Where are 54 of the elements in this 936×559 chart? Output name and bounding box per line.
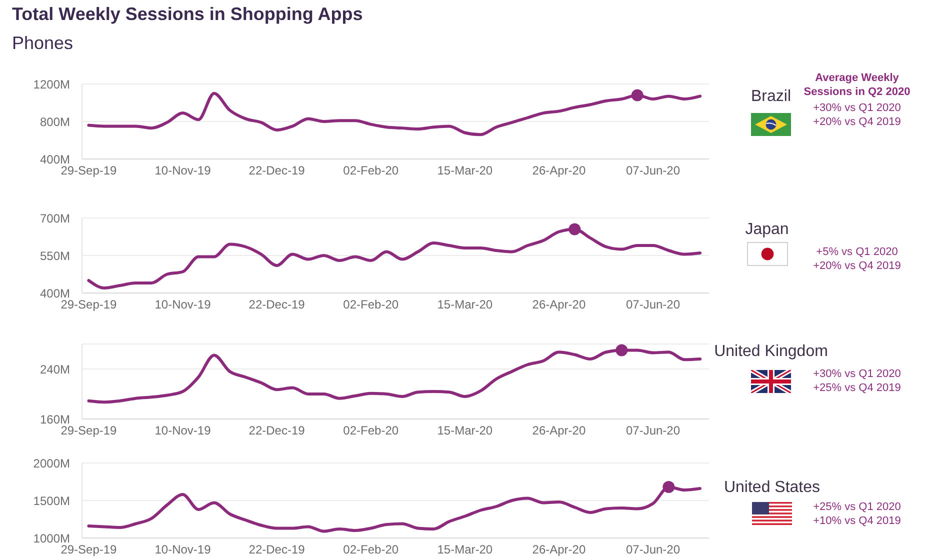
x-tick-label: 29-Sep-19 xyxy=(60,424,118,438)
text: +25% vs Q1 2020 xyxy=(812,500,902,514)
x-tick-label: 15-Mar-20 xyxy=(437,164,493,178)
y-tick-label: 1200M xyxy=(33,77,70,92)
y-tick-label: 700M xyxy=(40,211,70,226)
series-label: United Kingdom xyxy=(713,342,829,362)
y-tick-label: 400M xyxy=(40,152,70,166)
x-tick-label: 29-Sep-19 xyxy=(60,164,118,178)
x-tick-label: 02-Feb-20 xyxy=(343,298,399,312)
x-tick-label: 10-Nov-19 xyxy=(154,298,212,312)
text: +20% vs Q4 2019 xyxy=(812,259,902,273)
y-tick-label: 550M xyxy=(40,248,70,263)
x-tick-label: 07-Jun-20 xyxy=(626,164,680,178)
x-tick-label: 10-Nov-19 xyxy=(154,164,212,178)
chart-subtitle: Phones xyxy=(12,33,74,54)
text: +30% vs Q1 2020 xyxy=(812,101,902,115)
text: Average Weekly Sessions in Q2 2020 xyxy=(802,71,912,99)
text: +30% vs Q1 2020 xyxy=(812,367,902,381)
y-tick-label: 1500M xyxy=(33,494,70,508)
x-tick-label: 02-Feb-20 xyxy=(343,542,399,557)
x-tick-label: 26-Apr-20 xyxy=(532,298,586,312)
x-tick-label: 02-Feb-20 xyxy=(343,424,399,438)
y-tick-label: 160M xyxy=(40,412,70,426)
y-tick-label: 800M xyxy=(40,114,70,129)
x-tick-label: 15-Mar-20 xyxy=(437,424,493,438)
x-tick-label: 22-Dec-19 xyxy=(248,298,306,312)
chart-title: Total Weekly Sessions in Shopping Apps xyxy=(12,4,363,25)
text: +25% vs Q4 2019 xyxy=(812,381,902,395)
x-tick-label: 15-Mar-20 xyxy=(437,542,493,557)
x-tick-label: 22-Dec-19 xyxy=(248,164,306,178)
x-tick-label: 26-Apr-20 xyxy=(532,542,586,557)
x-tick-label: 15-Mar-20 xyxy=(437,298,493,312)
text: Brazil xyxy=(750,88,791,105)
x-tick-label: 10-Nov-19 xyxy=(154,424,212,438)
x-tick-label: 07-Jun-20 xyxy=(626,298,680,312)
x-tick-label: 07-Jun-20 xyxy=(626,424,680,438)
x-tick-label: 29-Sep-19 xyxy=(60,542,118,557)
y-tick-label: 240M xyxy=(40,362,70,376)
x-tick-label: 22-Dec-19 xyxy=(248,542,306,557)
x-tick-label: 22-Dec-19 xyxy=(248,424,306,438)
series-label: United States xyxy=(722,478,822,498)
text: Japan xyxy=(744,220,790,240)
x-tick-label: 07-Jun-20 xyxy=(626,542,680,557)
x-tick-label: 10-Nov-19 xyxy=(154,542,212,557)
text: +20% vs Q4 2019 xyxy=(812,115,902,129)
text: +10% vs Q4 2019 xyxy=(812,514,902,528)
y-tick-label: 1000M xyxy=(33,531,70,546)
y-tick-label: 400M xyxy=(40,286,70,300)
text: +5% vs Q1 2020 xyxy=(815,245,899,259)
x-tick-label: 26-Apr-20 xyxy=(532,424,586,438)
x-tick-label: 02-Feb-20 xyxy=(343,164,399,178)
x-tick-label: 26-Apr-20 xyxy=(532,164,586,178)
y-tick-label: 2000M xyxy=(33,456,70,470)
x-tick-label: 29-Sep-19 xyxy=(60,298,118,312)
